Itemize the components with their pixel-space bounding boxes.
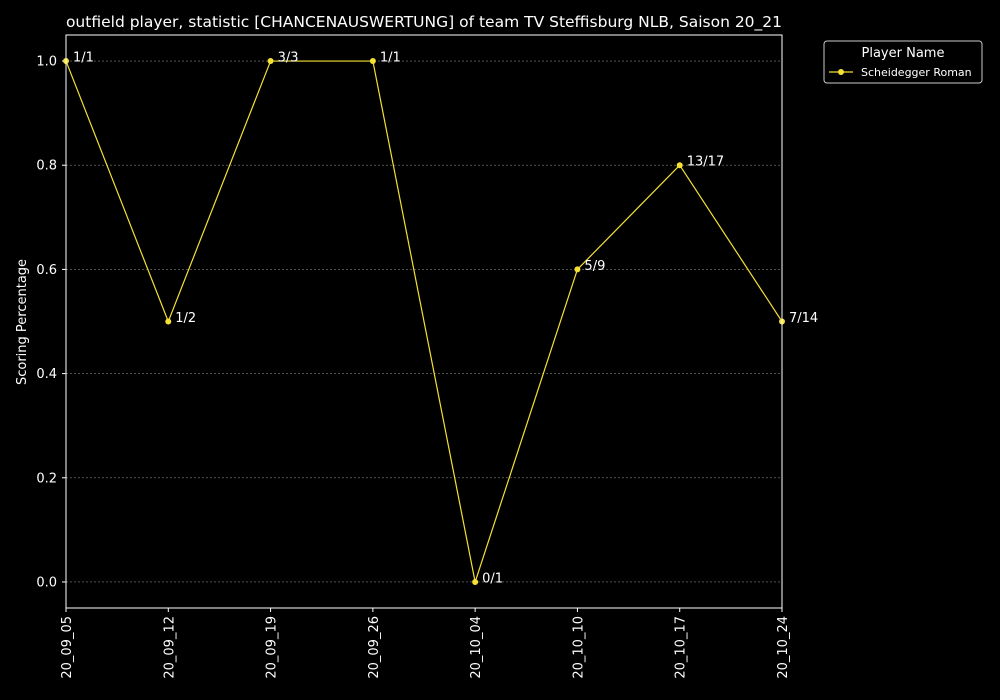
- y-tick-label: 0.6: [36, 263, 57, 278]
- data-label: 7/14: [789, 311, 818, 326]
- data-label: 3/3: [278, 51, 299, 66]
- x-tick-label: 20_10_10: [571, 616, 586, 679]
- y-tick-label: 1.0: [36, 55, 57, 70]
- chart-title: outfield player, statistic [CHANCENAUSWE…: [66, 13, 782, 32]
- x-tick-label: 20_10_04: [469, 616, 484, 679]
- x-axis-ticks: 20_09_05 20_09_12 20_09_19 20_09_26 20_10_04…: [60, 608, 791, 679]
- data-point: [574, 266, 581, 273]
- plot-frame: [65, 34, 783, 609]
- x-tick-label: 20_09_26: [367, 616, 382, 679]
- data-label: 5/9: [584, 259, 605, 274]
- legend: Player Name Scheidegger Roman: [823, 40, 983, 84]
- y-tick-label: 0.4: [36, 367, 57, 382]
- data-point: [369, 58, 376, 65]
- data-point: [472, 578, 479, 585]
- x-tick-label: 20_09_19: [265, 616, 280, 679]
- legend-box: [823, 40, 983, 84]
- data-label: 0/1: [482, 571, 503, 586]
- y-tick-label: 0.8: [36, 159, 57, 174]
- y-tick-label: 0.0: [36, 575, 57, 590]
- x-tick-label: 20_09_05: [60, 616, 75, 679]
- data-label: 1/1: [380, 51, 401, 66]
- series-layer: 1/1 1/2 3/3 1/1 0/1 5/9 13/17 7/14: [63, 51, 818, 586]
- data-point: [267, 58, 274, 65]
- legend-series-marker: [838, 69, 844, 75]
- data-point: [676, 162, 683, 169]
- data-label: 1/2: [175, 311, 196, 326]
- y-axis-label: Scoring Percentage: [15, 259, 30, 385]
- data-label: 13/17: [687, 155, 724, 170]
- data-label: 1/1: [73, 51, 94, 66]
- y-axis-ticks: 0.0 0.2 0.4 0.6 0.8 1.0: [36, 55, 66, 590]
- x-tick-label: 20_10_24: [776, 616, 791, 679]
- data-point: [165, 318, 172, 325]
- series-line: [65, 60, 783, 585]
- legend-title: Player Name: [862, 46, 945, 61]
- legend-series-name: Scheidegger Roman: [861, 66, 972, 79]
- y-tick-label: 0.2: [36, 471, 57, 486]
- gridlines: [66, 60, 782, 583]
- x-tick-label: 20_10_17: [674, 616, 689, 679]
- x-tick-label: 20_09_12: [162, 616, 177, 679]
